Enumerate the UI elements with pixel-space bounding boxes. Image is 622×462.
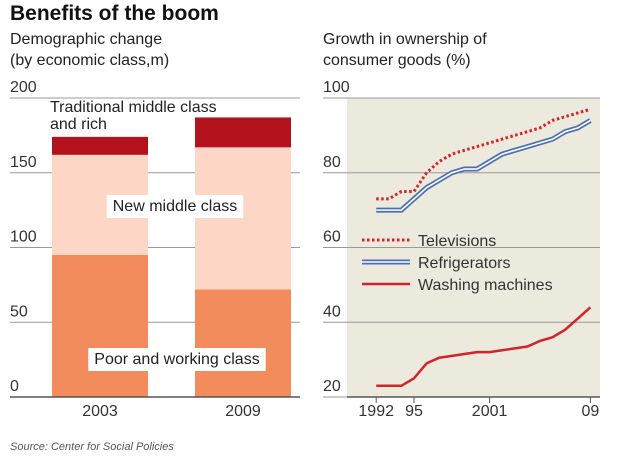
subtitle: (by economic class,m) <box>10 52 169 69</box>
x-tick-label: 95 <box>405 403 423 420</box>
bar-segment <box>195 117 291 148</box>
y-tick-label: 150 <box>10 154 37 171</box>
x-tick-label: 09 <box>582 403 600 420</box>
subtitle: Demographic change <box>10 31 162 48</box>
y-tick-label: 80 <box>323 154 341 171</box>
legend-label: Refrigerators <box>418 255 510 272</box>
y-tick-label: 40 <box>323 303 341 320</box>
y-tick-label: 20 <box>323 378 341 395</box>
y-tick-label: 200 <box>10 79 37 96</box>
series-label-wrap: Traditional middle class and rich <box>50 99 217 133</box>
legend-label: Televisions <box>418 233 496 250</box>
line <box>376 306 592 388</box>
y-tick-label: 50 <box>10 303 28 320</box>
label-box <box>88 348 266 371</box>
y-tick-label: 0 <box>10 378 19 395</box>
y-tick-label: 100 <box>323 79 350 96</box>
y-tick-label: 60 <box>323 229 341 246</box>
bar-segment <box>195 289 291 397</box>
x-tick-label: 1992 <box>358 403 394 420</box>
title: Benefits of the boom <box>10 2 219 25</box>
line <box>376 107 591 201</box>
source: Source: Center for Social Policies <box>10 441 174 453</box>
subtitle: consumer goods (%) <box>323 52 471 69</box>
x-tick-label: 2003 <box>82 403 118 420</box>
subtitle: Growth in ownership of <box>323 31 487 48</box>
label-box <box>106 195 244 218</box>
bar-segment <box>52 136 148 155</box>
bar-segment <box>195 147 291 290</box>
x-tick-label: 2001 <box>472 403 508 420</box>
x-tick-label: 2009 <box>225 403 261 420</box>
series-label: New middle class <box>113 198 237 215</box>
y-tick-label: 100 <box>10 229 37 246</box>
legend-label: Washing machines <box>418 277 553 294</box>
series-label: Traditional middle class and rich <box>50 99 217 133</box>
line-inner <box>376 119 591 211</box>
series-label: Poor and working class <box>94 351 259 368</box>
bar-segment <box>52 254 148 397</box>
